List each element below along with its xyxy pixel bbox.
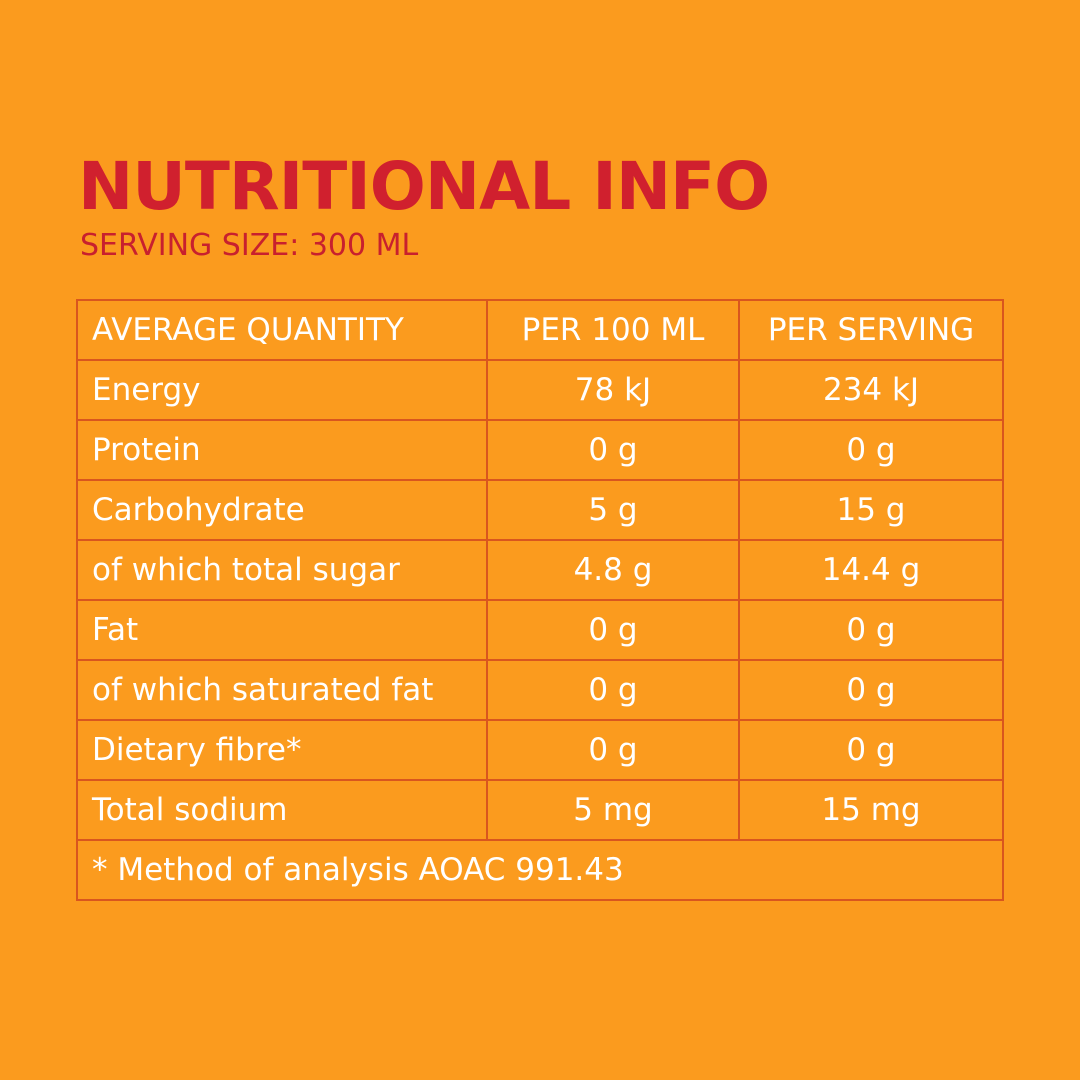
row: Carbohydrate 5 g 15 g [76, 479, 1004, 541]
cell: 0 g [738, 419, 1004, 481]
header-row: AVERAGE QUANTITY PER 100 ML PER SERVING [76, 299, 1004, 361]
cell: 0 g [486, 599, 740, 661]
cell: Fat [76, 599, 488, 661]
cell: PER 100 ML [486, 299, 740, 361]
footnote: * Method of analysis AOAC 991.43 [76, 839, 1004, 901]
cell: Carbohydrate [76, 479, 488, 541]
cell: 5 g [486, 479, 740, 541]
title: NUTRITIONAL INFO [78, 148, 770, 225]
cell: of which saturated fat [76, 659, 488, 721]
cell: 0 g [738, 599, 1004, 661]
cell: 0 g [738, 719, 1004, 781]
cell: Energy [76, 359, 488, 421]
cell: 5 mg [486, 779, 740, 841]
cell: Total sodium [76, 779, 488, 841]
footnote-row: * Method of analysis AOAC 991.43 [76, 839, 1004, 901]
cell: 15 mg [738, 779, 1004, 841]
cell: 4.8 g [486, 539, 740, 601]
cell: Dietary fibre* [76, 719, 488, 781]
cell: 14.4 g [738, 539, 1004, 601]
cell: Protein [76, 419, 488, 481]
nutrition-table: AVERAGE QUANTITY PER 100 ML PER SERVING Ene… [76, 299, 1004, 901]
cell: 0 g [486, 719, 740, 781]
cell: of which total sugar [76, 539, 488, 601]
row: Energy 78 kJ 234 kJ [76, 359, 1004, 421]
cell: 78 kJ [486, 359, 740, 421]
cell: AVERAGE QUANTITY [76, 299, 488, 361]
cell: 0 g [738, 659, 1004, 721]
row: of which total sugar 4.8 g 14.4 g [76, 539, 1004, 601]
cell: 0 g [486, 419, 740, 481]
cell: 0 g [486, 659, 740, 721]
cell: PER SERVING [738, 299, 1004, 361]
cell: 15 g [738, 479, 1004, 541]
cell: 234 kJ [738, 359, 1004, 421]
subtitle: SERVING SIZE: 300 ML [80, 228, 419, 263]
row: Total sodium 5 mg 15 mg [76, 779, 1004, 841]
